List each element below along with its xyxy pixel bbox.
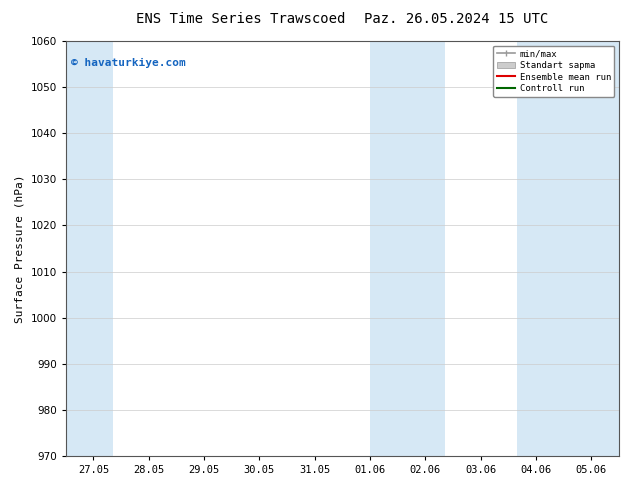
Y-axis label: Surface Pressure (hPa): Surface Pressure (hPa) bbox=[15, 174, 25, 323]
Bar bbox=[66, 41, 113, 456]
Legend: min/max, Standart sapma, Ensemble mean run, Controll run: min/max, Standart sapma, Ensemble mean r… bbox=[493, 46, 614, 97]
Bar bbox=[370, 41, 445, 456]
Text: © havaturkiye.com: © havaturkiye.com bbox=[72, 58, 186, 68]
Bar bbox=[517, 41, 619, 456]
Text: Paz. 26.05.2024 15 UTC: Paz. 26.05.2024 15 UTC bbox=[365, 12, 548, 26]
Text: ENS Time Series Trawscoed: ENS Time Series Trawscoed bbox=[136, 12, 346, 26]
